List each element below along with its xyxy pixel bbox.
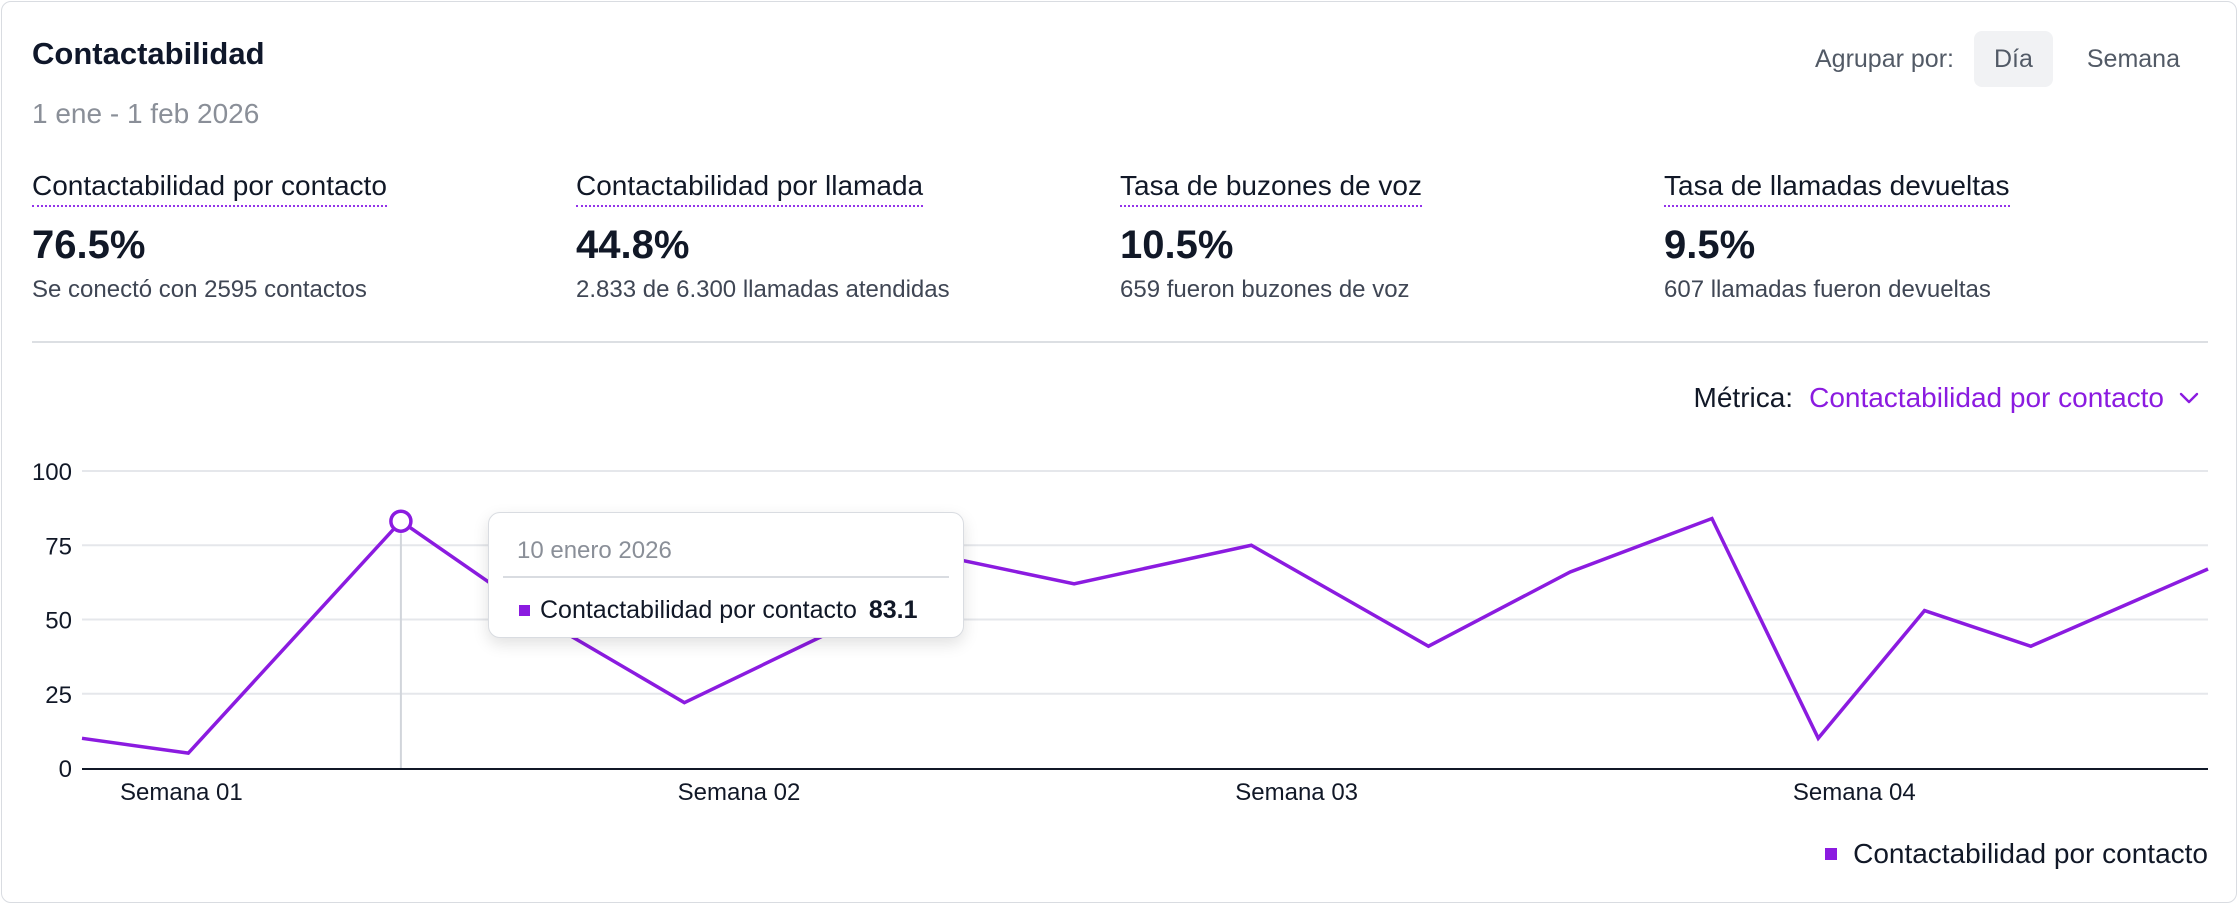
date-range: 1 ene - 1 feb 2026: [32, 98, 260, 129]
kpi-value: 10.5%: [1120, 223, 1234, 267]
x-tick-label: Semana 01: [120, 779, 243, 806]
highlighted-point: [389, 509, 413, 533]
legend-label: Contactabilidad por contacto: [1853, 838, 2208, 869]
kpi-subtext: Se conectó con 2595 contactos: [32, 276, 367, 303]
metric-label: Métrica:: [1693, 382, 1794, 413]
card-title: Contactabilidad: [32, 36, 265, 71]
section-divider: [32, 341, 2208, 343]
tooltip-series-name: Contactabilidad por contacto: [540, 595, 857, 624]
kpi-subtext: 659 fueron buzones de voz: [1120, 276, 1410, 303]
metric-dropdown[interactable]: Contactabilidad por contacto: [1809, 382, 2200, 414]
kpi-label[interactable]: Tasa de buzones de voz: [1120, 170, 1422, 207]
tooltip-divider: [503, 576, 949, 578]
group-week-button[interactable]: Semana: [2086, 45, 2180, 73]
group-by-label: Agrupar por:: [1815, 44, 1954, 73]
tooltip-series-swatch: [519, 604, 530, 616]
y-tick-label: 50: [45, 608, 72, 635]
chevron-down-icon: [2179, 392, 2199, 404]
kpi-label[interactable]: Contactabilidad por contacto: [32, 170, 387, 207]
y-tick-label: 25: [45, 682, 72, 709]
y-tick-label: 100: [32, 459, 72, 486]
kpi-value: 76.5%: [32, 223, 146, 267]
metric-selector: Métrica: Contactabilidad por contacto: [1694, 382, 2200, 414]
chart-tooltip: 10 enero 2026 Contactabilidad por contac…: [488, 512, 964, 638]
kpi-call-rate: Contactabilidad por llamada 44.8% 2.833 …: [576, 170, 950, 304]
y-tick-label: 0: [59, 756, 72, 783]
group-day-button[interactable]: Día: [1973, 31, 2053, 87]
legend-swatch: [1825, 848, 1838, 860]
metric-dropdown-value: Contactabilidad por contacto: [1809, 382, 2164, 413]
kpi-voicemail-rate: Tasa de buzones de voz 10.5% 659 fueron …: [1120, 170, 1422, 304]
kpi-subtext: 607 llamadas fueron devueltas: [1664, 276, 1991, 303]
tooltip-value: 83.1: [868, 595, 918, 624]
kpi-value: 44.8%: [576, 223, 690, 267]
kpi-subtext: 2.833 de 6.300 llamadas atendidas: [576, 276, 950, 303]
kpi-label[interactable]: Contactabilidad por llamada: [576, 170, 924, 207]
chart-legend[interactable]: Contactabilidad por contacto: [1825, 838, 2208, 870]
kpi-value: 9.5%: [1664, 223, 1756, 267]
y-tick-label: 75: [45, 533, 72, 560]
kpi-contact-rate: Contactabilidad por contacto 76.5% Se co…: [32, 170, 387, 304]
kpi-label[interactable]: Tasa de llamadas devueltas: [1664, 170, 2010, 207]
series-line: [81, 516, 2209, 756]
group-by-control: Agrupar por: Día Semana: [1815, 31, 2200, 87]
kpi-callback-rate: Tasa de llamadas devueltas 9.5% 607 llam…: [1664, 170, 2010, 304]
tooltip-date: 10 enero 2026: [517, 537, 672, 564]
x-tick-label: Semana 04: [1793, 779, 1916, 806]
tooltip-row: Contactabilidad por contacto 83.1: [519, 585, 918, 635]
x-tick-label: Semana 02: [678, 779, 801, 806]
x-tick-label: Semana 03: [1235, 779, 1358, 806]
